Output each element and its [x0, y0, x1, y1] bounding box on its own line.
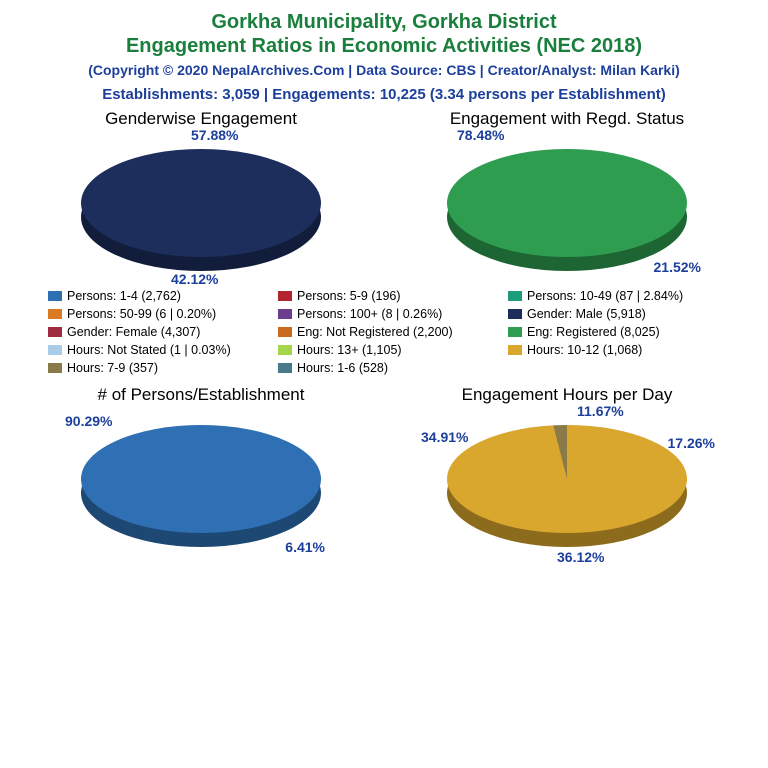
legend-item: Persons: 10-49 (87 | 2.84%)	[508, 289, 730, 303]
label-h1012-pct: 34.91%	[421, 429, 468, 445]
legend-swatch	[278, 309, 292, 319]
legend-item: Hours: 10-12 (1,068)	[508, 343, 730, 357]
chart-regd: Engagement with Regd. Status 78.48% 21.5…	[387, 109, 747, 281]
legend-text: Persons: 5-9 (196)	[297, 289, 401, 303]
pie-gender: 57.88% 42.12%	[71, 131, 331, 281]
legend-text: Persons: 100+ (8 | 0.26%)	[297, 307, 442, 321]
chart-hours-title: Engagement Hours per Day	[387, 385, 747, 405]
legend-swatch	[278, 291, 292, 301]
pie-regd: 78.48% 21.52%	[437, 131, 697, 281]
chart-regd-title: Engagement with Regd. Status	[387, 109, 747, 129]
legend-text: Hours: 10-12 (1,068)	[527, 343, 642, 357]
legend-text: Persons: 1-4 (2,762)	[67, 289, 181, 303]
legend-text: Hours: Not Stated (1 | 0.03%)	[67, 343, 231, 357]
legend: Persons: 1-4 (2,762) Persons: 5-9 (196) Pe…	[48, 289, 730, 375]
chart-persons-title: # of Persons/Establishment	[21, 385, 381, 405]
chart-hours: Engagement Hours per Day 34.91% 11.67% 1…	[387, 385, 747, 557]
legend-item: Hours: 13+ (1,105)	[278, 343, 500, 357]
legend-text: Persons: 10-49 (87 | 2.84%)	[527, 289, 683, 303]
chart-gender-title: Genderwise Engagement	[21, 109, 381, 129]
legend-item: Hours: Not Stated (1 | 0.03%)	[48, 343, 270, 357]
legend-item: Hours: 1-6 (528)	[278, 361, 500, 375]
legend-swatch	[48, 309, 62, 319]
legend-item: Eng: Registered (8,025)	[508, 325, 730, 339]
legend-swatch	[508, 291, 522, 301]
legend-swatch	[48, 363, 62, 373]
legend-item: Eng: Not Registered (2,200)	[278, 325, 500, 339]
title-line2: Engagement Ratios in Economic Activities…	[18, 34, 750, 58]
charts-row-1: Genderwise Engagement 57.88% 42.12% Enga…	[18, 109, 750, 281]
title-line1: Gorkha Municipality, Gorkha District	[18, 10, 750, 34]
charts-row-2: # of Persons/Establishment 90.29% 6.41% …	[18, 385, 750, 557]
chart-persons: # of Persons/Establishment 90.29% 6.41%	[21, 385, 381, 557]
legend-item: Persons: 1-4 (2,762)	[48, 289, 270, 303]
legend-text: Hours: 7-9 (357)	[67, 361, 158, 375]
legend-swatch	[48, 291, 62, 301]
legend-text: Persons: 50-99 (6 | 0.20%)	[67, 307, 216, 321]
legend-swatch	[508, 309, 522, 319]
legend-item: Persons: 100+ (8 | 0.26%)	[278, 307, 500, 321]
legend-item: Gender: Female (4,307)	[48, 325, 270, 339]
legend-text: Eng: Registered (8,025)	[527, 325, 660, 339]
legend-swatch	[48, 327, 62, 337]
label-male-pct: 57.88%	[191, 127, 238, 143]
label-h79-pct: 11.67%	[577, 403, 624, 419]
infographic-container: Gorkha Municipality, Gorkha District Eng…	[0, 0, 768, 768]
label-p59-pct: 6.41%	[285, 539, 325, 555]
stats-line: Establishments: 3,059 | Engagements: 10,…	[18, 86, 750, 103]
legend-swatch	[278, 363, 292, 373]
label-female-pct: 42.12%	[171, 271, 218, 287]
legend-swatch	[48, 345, 62, 355]
pie-persons: 90.29% 6.41%	[71, 407, 331, 557]
legend-item: Persons: 50-99 (6 | 0.20%)	[48, 307, 270, 321]
legend-text: Eng: Not Registered (2,200)	[297, 325, 453, 339]
label-h16-pct: 17.26%	[668, 435, 715, 451]
legend-text: Hours: 1-6 (528)	[297, 361, 388, 375]
legend-swatch	[508, 327, 522, 337]
copyright-line: (Copyright © 2020 NepalArchives.Com | Da…	[18, 62, 750, 78]
legend-swatch	[278, 327, 292, 337]
legend-text: Gender: Male (5,918)	[527, 307, 646, 321]
legend-text: Gender: Female (4,307)	[67, 325, 200, 339]
label-p14-pct: 90.29%	[65, 413, 112, 429]
label-h13-pct: 36.12%	[557, 549, 604, 565]
legend-item: Gender: Male (5,918)	[508, 307, 730, 321]
legend-swatch	[508, 345, 522, 355]
legend-item: Persons: 5-9 (196)	[278, 289, 500, 303]
pie-hours: 34.91% 11.67% 17.26% 36.12%	[437, 407, 697, 557]
legend-item: Hours: 7-9 (357)	[48, 361, 270, 375]
label-registered-pct: 78.48%	[457, 127, 504, 143]
legend-swatch	[278, 345, 292, 355]
legend-text: Hours: 13+ (1,105)	[297, 343, 402, 357]
chart-gender: Genderwise Engagement 57.88% 42.12%	[21, 109, 381, 281]
label-notreg-pct: 21.52%	[654, 259, 701, 275]
